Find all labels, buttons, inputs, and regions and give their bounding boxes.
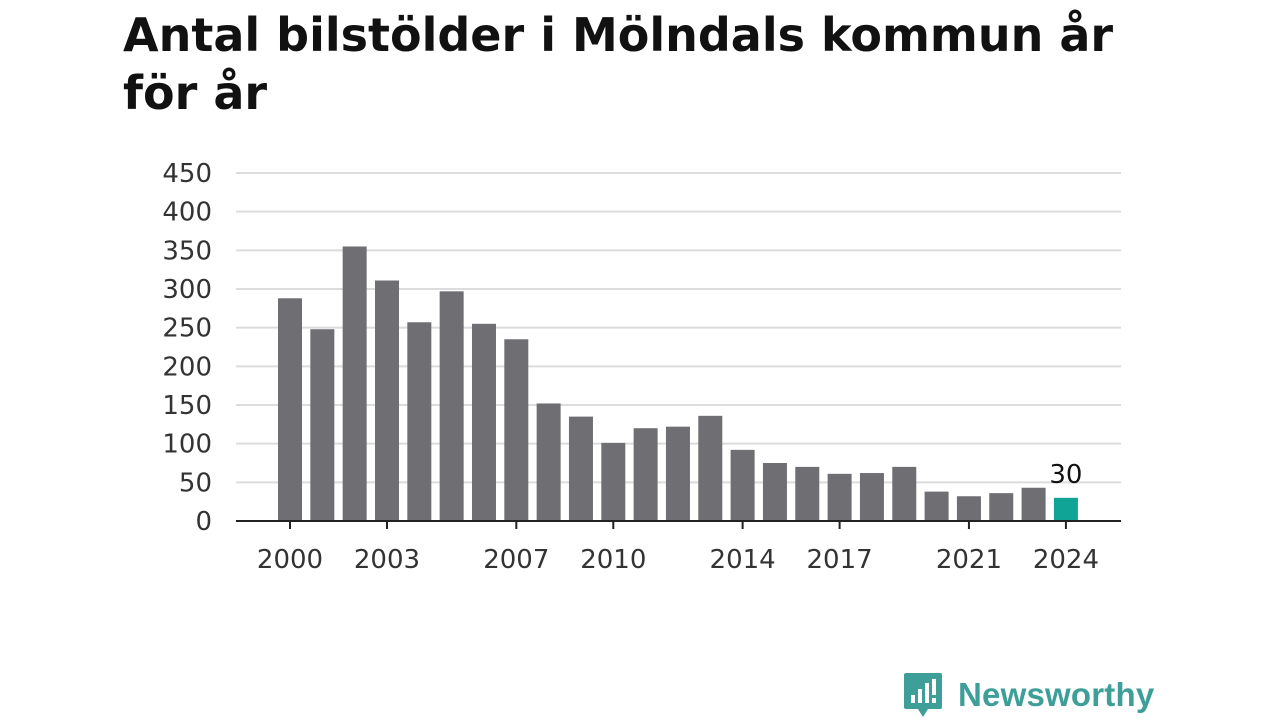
- x-tick-label: 2017: [807, 545, 873, 575]
- bar-2007: [504, 339, 529, 521]
- bar-2004: [407, 322, 432, 521]
- x-tick-label: 2010: [580, 545, 646, 575]
- bar-2013: [698, 415, 723, 521]
- bars: [278, 246, 1078, 521]
- x-tick-label: 2014: [710, 545, 776, 575]
- bar-2009: [568, 416, 593, 521]
- logo-text: Newsworthy: [958, 676, 1155, 713]
- y-tick-label: 300: [162, 275, 212, 305]
- y-axis-tick-labels: 0 50 100 150 200 250 300 350 400 450: [162, 159, 212, 537]
- bar-2021: [956, 496, 981, 521]
- bar-2016: [795, 466, 820, 521]
- data-labels: 30: [1049, 460, 1082, 490]
- bar-2002: [342, 246, 367, 521]
- newsworthy-logo-icon: [904, 673, 942, 717]
- y-tick-label: 0: [195, 507, 212, 537]
- y-tick-label: 250: [162, 314, 212, 344]
- bar-2006: [471, 323, 496, 521]
- bar-2010: [601, 442, 626, 521]
- x-tick-label: 2000: [257, 545, 323, 575]
- bar-2023: [1021, 487, 1046, 521]
- y-tick-label: 350: [162, 236, 212, 266]
- bar-2020: [924, 491, 949, 521]
- chart-title: Antal bilstölder i Mölndals kommun år fö…: [123, 8, 1114, 120]
- x-tick-label: 2024: [1033, 545, 1099, 575]
- bar-2014: [730, 449, 755, 521]
- y-tick-label: 450: [162, 159, 212, 189]
- bar-2008: [536, 403, 561, 521]
- newsworthy-logo: Newsworthy: [902, 670, 1154, 720]
- bar-2003: [374, 280, 399, 521]
- y-tick-label: 50: [179, 468, 212, 498]
- bar-2012: [665, 426, 690, 521]
- bar-2024: [1053, 497, 1078, 521]
- y-tick-label: 150: [162, 391, 212, 421]
- data-label-2024: 30: [1049, 460, 1082, 490]
- bar-2022: [989, 493, 1014, 521]
- x-tick-label: 2021: [936, 545, 1002, 575]
- bar-2017: [827, 473, 852, 521]
- y-tick-label: 200: [162, 352, 212, 382]
- y-tick-label: 400: [162, 198, 212, 228]
- bar-2018: [859, 473, 884, 521]
- bar-2000: [278, 298, 302, 521]
- x-tick-label: 2003: [354, 545, 420, 575]
- bar-2011: [633, 428, 658, 521]
- y-tick-label: 100: [162, 430, 212, 460]
- bar-2015: [762, 463, 787, 521]
- x-axis-ticks: 2000 2003 2007 2010 2014 2017 2021 2024: [257, 521, 1099, 575]
- x-tick-label: 2007: [483, 545, 549, 575]
- bar-2019: [892, 466, 917, 521]
- bar-2005: [439, 291, 464, 521]
- bar-2001: [310, 329, 335, 521]
